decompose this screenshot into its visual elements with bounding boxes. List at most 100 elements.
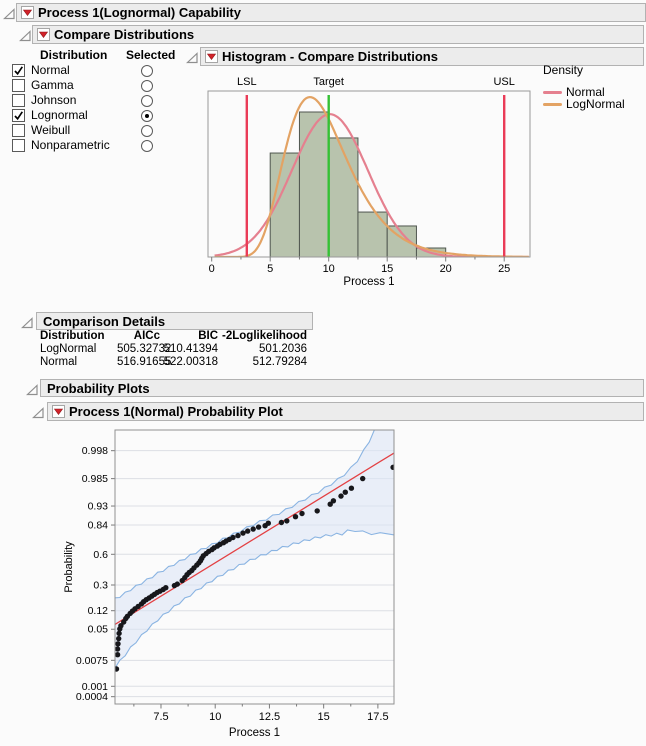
x-axis-title: Process 1 — [343, 276, 394, 288]
table-column-header: Distribution — [40, 330, 105, 342]
svg-text:0.0075: 0.0075 — [76, 655, 108, 667]
table-cell: 501.2036 — [259, 343, 307, 355]
distribution-label: Nonparametric — [31, 138, 110, 152]
data-point[interactable] — [299, 510, 305, 517]
svg-text:10: 10 — [323, 263, 335, 275]
selected-radio[interactable] — [141, 80, 153, 92]
column-header-selected: Selected — [126, 48, 176, 62]
selected-radio[interactable] — [141, 65, 153, 77]
data-point[interactable] — [278, 519, 285, 526]
data-point[interactable] — [284, 518, 290, 524]
disclosure-open-icon[interactable] — [32, 406, 45, 419]
svg-text:0: 0 — [209, 263, 215, 275]
distribution-row: Weibull — [10, 123, 185, 138]
fit-checkbox[interactable] — [12, 94, 25, 107]
table-cell: 522.00318 — [163, 356, 218, 368]
selected-radio[interactable] — [141, 110, 153, 122]
svg-text:0.0004: 0.0004 — [76, 691, 108, 703]
histogram-bar[interactable] — [357, 211, 388, 258]
fit-checkbox[interactable] — [12, 64, 25, 77]
data-point[interactable] — [255, 524, 262, 530]
svg-text:0.985: 0.985 — [82, 473, 108, 485]
data-point[interactable] — [338, 493, 344, 499]
density-curves — [214, 95, 529, 257]
histogram-bar[interactable] — [328, 137, 359, 258]
svg-text:0.05: 0.05 — [88, 624, 109, 636]
data-point[interactable] — [330, 498, 337, 504]
data-point[interactable] — [250, 526, 256, 532]
selected-radio[interactable] — [141, 140, 153, 152]
data-point[interactable] — [390, 464, 395, 470]
distribution-row: Normal — [10, 63, 185, 78]
data-point[interactable] — [348, 485, 355, 491]
data-point[interactable] — [314, 508, 320, 514]
table-cell: 512.79284 — [252, 356, 307, 368]
legend-label: Normal — [566, 85, 605, 99]
section-title: Probability Plots — [47, 380, 150, 396]
data-points[interactable] — [114, 464, 396, 672]
table-column-header: AICc — [133, 330, 160, 342]
spec-label-usl: USL — [493, 76, 514, 88]
selected-radio[interactable] — [141, 125, 153, 137]
fit-checkbox[interactable] — [12, 139, 25, 152]
disclosure-open-icon[interactable] — [26, 383, 39, 396]
red-triangle-menu-icon[interactable] — [205, 50, 218, 63]
svg-text:15: 15 — [381, 263, 393, 275]
data-point[interactable] — [327, 501, 333, 507]
histogram-plot[interactable]: LSL Target USL 0 5 10 15 20 25 Process 1 — [200, 68, 546, 290]
data-point[interactable] — [115, 646, 121, 652]
fit-checkbox[interactable] — [12, 109, 25, 122]
svg-text:25: 25 — [498, 263, 510, 275]
lognormal-density-curve — [214, 95, 529, 257]
data-point[interactable] — [265, 520, 271, 526]
data-point[interactable] — [240, 530, 246, 536]
normal-line-swatch-icon — [543, 90, 562, 94]
distribution-label: Gamma — [31, 78, 74, 92]
svg-text:0.84: 0.84 — [88, 520, 109, 532]
table-cell: Normal — [40, 356, 78, 368]
disclosure-open-icon[interactable] — [186, 51, 199, 64]
red-triangle-menu-icon[interactable] — [52, 405, 65, 418]
table-column-header: -2Loglikelihood — [222, 330, 307, 342]
data-point[interactable] — [292, 514, 299, 520]
fit-checkbox[interactable] — [12, 124, 25, 137]
data-point[interactable] — [230, 534, 236, 541]
svg-text:0.3: 0.3 — [93, 580, 108, 592]
distribution-row: Johnson — [10, 93, 185, 108]
svg-text:7.5: 7.5 — [153, 711, 168, 723]
data-point[interactable] — [115, 641, 121, 647]
x-axis: 0 5 10 15 20 25 — [209, 257, 510, 275]
legend-title: Density — [543, 63, 584, 77]
legend-entry-lognormal: LogNormal — [543, 97, 625, 111]
spec-label-lsl: LSL — [237, 76, 257, 88]
data-point[interactable] — [163, 585, 169, 591]
histogram-bar[interactable] — [298, 111, 330, 258]
svg-text:0.93: 0.93 — [88, 501, 109, 513]
data-point[interactable] — [118, 623, 124, 629]
x-axis-title: Process 1 — [229, 727, 280, 739]
red-triangle-menu-icon[interactable] — [21, 6, 34, 19]
disclosure-open-icon[interactable] — [21, 316, 34, 329]
data-point[interactable] — [114, 666, 120, 672]
svg-text:0.12: 0.12 — [88, 605, 109, 617]
normal-fit-line — [115, 452, 394, 625]
legend-entry-normal: Normal — [543, 85, 625, 99]
selected-radio[interactable] — [141, 95, 153, 107]
section-title: Process 1(Lognormal) Capability — [38, 5, 241, 20]
data-point[interactable] — [235, 532, 241, 539]
data-point[interactable] — [116, 630, 122, 637]
data-point[interactable] — [174, 581, 180, 587]
data-point[interactable] — [245, 528, 251, 534]
fit-checkbox[interactable] — [12, 79, 25, 92]
data-point[interactable] — [115, 652, 121, 658]
data-point[interactable] — [360, 475, 366, 482]
data-point[interactable] — [342, 489, 348, 495]
disclosure-open-icon[interactable] — [19, 29, 32, 42]
red-triangle-menu-icon[interactable] — [37, 28, 50, 41]
table-column-header: BIC — [198, 330, 218, 342]
probability-plot[interactable]: 0.998 0.985 0.93 0.84 0.6 0.3 0.12 0.05 0.0075 0.… — [58, 424, 446, 746]
confidence-band — [115, 430, 394, 669]
column-header-distribution: Distribution — [40, 48, 108, 62]
disclosure-open-icon[interactable] — [3, 7, 16, 20]
data-point[interactable] — [116, 635, 122, 642]
